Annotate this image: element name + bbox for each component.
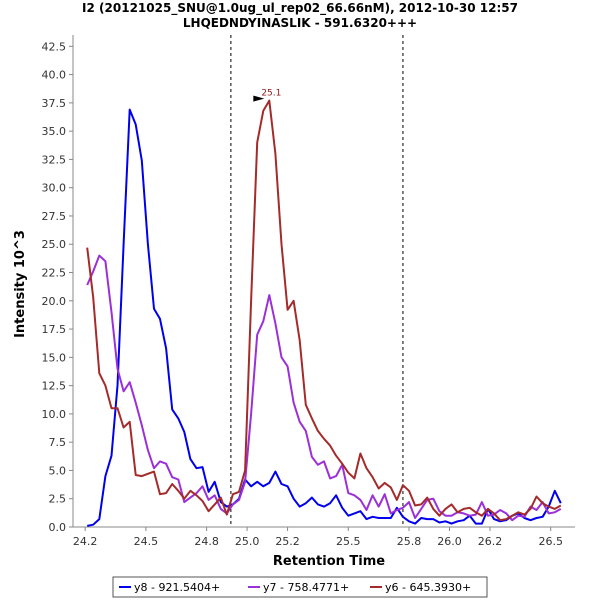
- y-tick-label: 0.0: [49, 521, 67, 534]
- peak-annotation-label: 25.1: [261, 89, 281, 99]
- x-tick-label: 24.2: [73, 535, 98, 548]
- x-tick-label: 26.0: [437, 535, 462, 548]
- x-tick-label: 24.8: [194, 535, 219, 548]
- x-tick-label: 24.5: [134, 535, 159, 548]
- y-tick-label: 40.0: [42, 69, 67, 82]
- y-tick-label: 42.5: [42, 40, 67, 53]
- y-tick-label: 35.0: [42, 125, 67, 138]
- x-axis-title: Retention Time: [273, 554, 385, 569]
- y-tick-label: 7.5: [49, 436, 67, 449]
- y-axis-ticks: 0.0 2.5 5.0 7.5 10.0 12.5 15.0 17.5 20.0 22.5 25.0…: [42, 40, 73, 534]
- y-tick-label: 17.5: [42, 323, 67, 336]
- y-tick-label: 10.0: [42, 408, 67, 421]
- y-tick-label: 12.5: [42, 380, 67, 393]
- y-tick-label: 2.5: [49, 493, 67, 506]
- chart-title-line1: I2 (20121025_SNU@1.0ug_ul_rep02_66.66nM)…: [82, 1, 518, 16]
- chart-title-line2: LHQEDNDYINASLIK - 591.6320+++: [183, 16, 417, 30]
- x-tick-label: 25.0: [235, 535, 260, 548]
- peak-annotation: 25.1: [253, 89, 281, 102]
- y-tick-label: 27.5: [42, 210, 67, 223]
- y-tick-label: 37.5: [42, 97, 67, 110]
- series-line-y7: [86, 254, 562, 522]
- series-line-y8: [87, 108, 562, 527]
- legend: y8 - 921.5404+ y7 - 758.4771+ y6 - 645.3…: [112, 576, 488, 598]
- y-tick-label: 30.0: [42, 182, 67, 195]
- y-tick-label: 5.0: [49, 464, 67, 477]
- series-line-y6: [86, 99, 562, 522]
- peak-arrow-icon: [253, 95, 265, 102]
- legend-label-y7: y7 - 758.4771+: [263, 581, 349, 594]
- x-tick-label: 25.5: [336, 535, 361, 548]
- y-tick-label: 25.0: [42, 238, 67, 251]
- y-axis-title: Intensity 10^3: [13, 230, 28, 338]
- y-tick-label: 15.0: [42, 351, 67, 364]
- legend-label-y8: y8 - 921.5404+: [134, 581, 220, 594]
- series-lines: [86, 99, 562, 527]
- y-tick-label: 32.5: [42, 153, 67, 166]
- x-axis-ticks: 24.2 24.5 24.8 25.0 25.2 25.5 25.8 26.0 26.2 26.5: [73, 527, 563, 548]
- legend-label-y6: y6 - 645.3930+: [385, 581, 471, 594]
- x-tick-label: 25.2: [275, 535, 300, 548]
- y-tick-label: 20.0: [42, 295, 67, 308]
- y-tick-label: 22.5: [42, 267, 67, 280]
- x-tick-label: 26.5: [538, 535, 563, 548]
- x-tick-label: 26.2: [478, 535, 503, 548]
- legend-box: [112, 576, 488, 598]
- x-tick-label: 25.8: [397, 535, 422, 548]
- retention-window-markers: [230, 35, 404, 527]
